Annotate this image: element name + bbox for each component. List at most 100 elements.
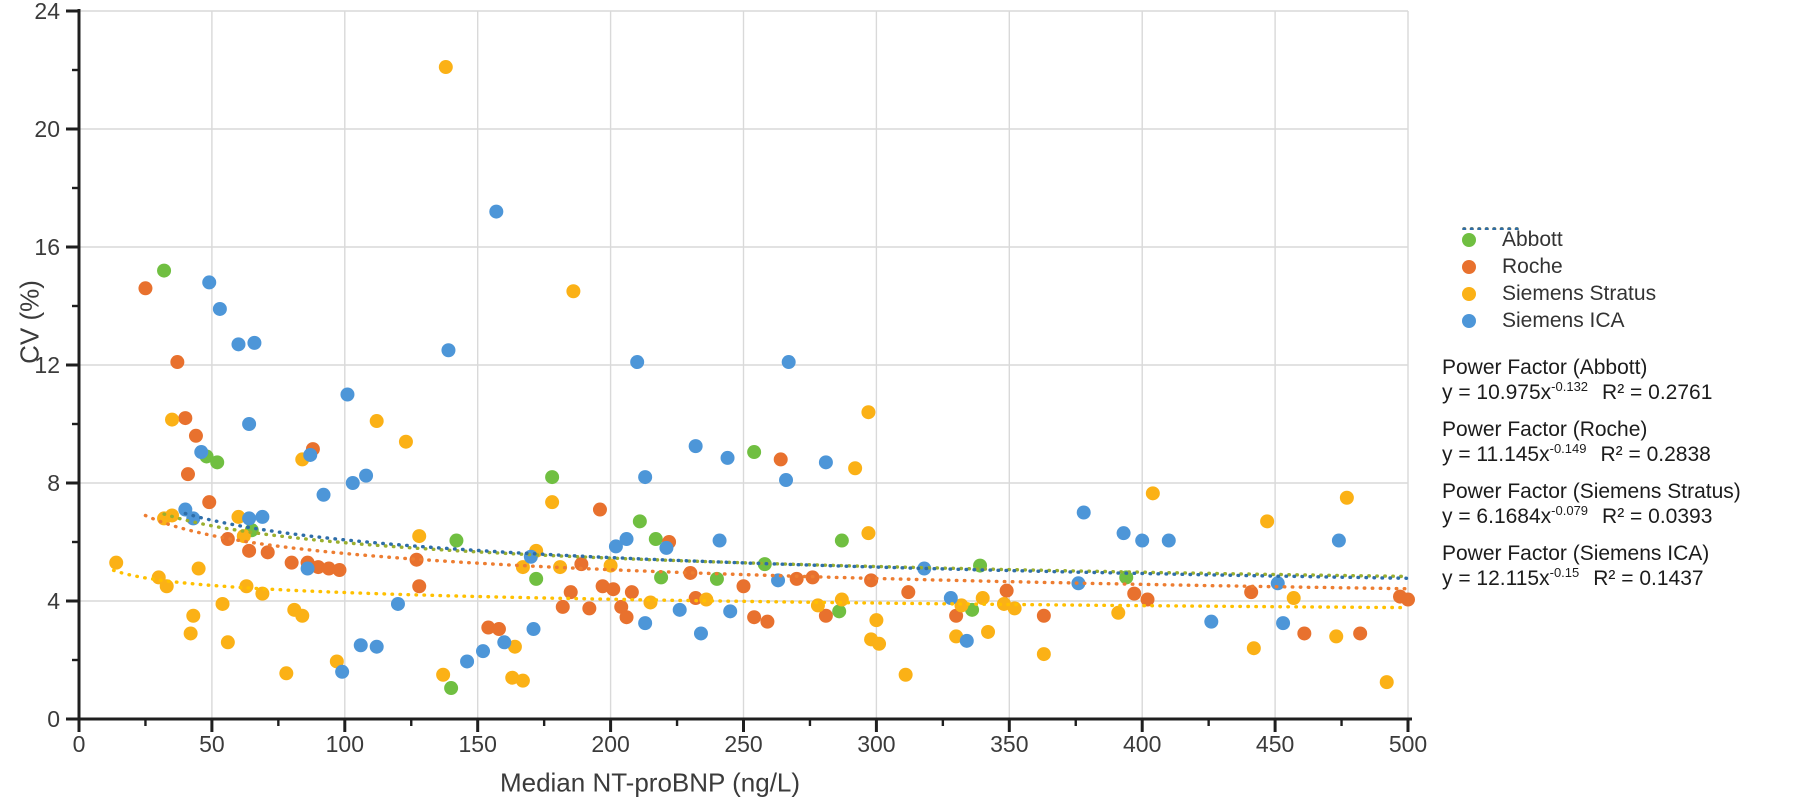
data-point-abbott [529,571,544,586]
data-point-siemens-ica [212,301,227,316]
legend-marker-circle [1462,286,1476,301]
data-point-roche [683,565,698,580]
data-point-siemens-ica [1276,616,1291,631]
data-point-roche [864,573,879,588]
data-point-siemens-stratus [186,608,201,623]
data-point-siemens-stratus [872,636,887,651]
data-point-roche [1244,585,1259,600]
equation-r-squared: R² = 0.1437 [1593,567,1704,590]
data-point-siemens-ica [242,511,257,526]
data-point-roche [412,579,427,594]
data-point-siemens-ica [247,335,262,350]
x-axis-title: Median NT-proBNP (ng/L) [499,767,801,798]
data-point-siemens-ica [723,604,738,619]
data-point-siemens-ica [693,626,708,641]
data-point-siemens-stratus [869,613,884,628]
legend-marker-circle [1462,313,1476,328]
data-point-roche [582,601,597,616]
data-point-siemens-ica [255,509,270,524]
y-tick-label: 24 [34,0,60,24]
legend-trend-block-roche: Power Factor (Roche) y = 11.145x-0.149 R² … [1442,227,1792,470]
data-point-siemens-stratus [1036,647,1051,662]
data-point-abbott [965,602,980,617]
x-tick-label: 400 [1123,731,1161,757]
data-point-siemens-stratus [949,629,964,644]
x-tick-label: 500 [1389,731,1427,757]
legend-series-label: Roche [1502,254,1563,278]
data-point-siemens-ica [1076,505,1091,520]
equation-exponent: -0.132 [1551,379,1589,394]
data-point-siemens-stratus [1246,641,1261,656]
data-point-siemens-ica [460,654,475,669]
data-point-siemens-stratus [861,405,876,420]
data-point-abbott [1119,570,1134,585]
data-point-roche [1353,626,1368,641]
data-point-roche [555,599,570,614]
data-point-roche [260,545,275,560]
legend-trend-block-siemens-ica: Power Factor (Siemens ICA) y = 12.115x-0.… [1442,227,1792,594]
data-point-abbott [210,455,225,470]
data-point-siemens-ica [608,539,623,554]
data-point-siemens-stratus [1145,486,1160,501]
data-point-roche [760,614,775,629]
data-point-siemens-ica [369,639,384,654]
legend-trend-name-row: Power Factor (Roche) [1442,227,1792,443]
data-point-roche [619,610,634,625]
equation-exponent: -0.149 [1549,441,1587,456]
data-point-siemens-stratus [699,592,714,607]
data-point-siemens-ica [1204,614,1219,629]
legend-series-label: Siemens ICA [1502,308,1625,332]
data-point-roche [949,608,964,623]
data-point-siemens-stratus [1329,629,1344,644]
data-point-roche [311,560,326,575]
data-point-siemens-stratus [215,596,230,611]
data-point-roche [999,583,1014,598]
data-point-siemens-ica [353,638,368,653]
data-point-siemens-stratus [848,461,863,476]
data-point-abbott [648,532,663,547]
legend-marker-circle [1462,259,1476,274]
x-tick-label: 50 [199,731,225,757]
y-tick-label: 20 [34,116,60,142]
data-point-siemens-stratus [109,555,124,570]
legend-trend-label: Power Factor (Roche) [1442,417,1648,441]
equation-r-squared: R² = 0.2761 [1602,381,1713,404]
data-point-siemens-stratus [236,529,251,544]
data-point-siemens-ica [688,439,703,454]
data-point-siemens-ica [340,387,355,402]
data-point-siemens-ica [476,644,491,659]
data-point-siemens-ica [659,540,674,555]
data-point-siemens-ica [959,633,974,648]
y-tick-label: 8 [47,470,60,496]
data-point-siemens-stratus [553,560,568,575]
data-point-siemens-ica [345,476,360,490]
data-point-roche [688,591,703,606]
data-point-siemens-stratus [231,509,246,524]
data-point-abbott [632,514,647,529]
legend: Abbott Roche Siemens Stratus Siemens ICA Pow… [1442,226,1792,602]
equation-prefix: y = 10.975x [1442,381,1552,404]
data-point-siemens-ica [497,635,512,650]
legend-item-siemens-stratus: Siemens Stratus [1462,280,1792,307]
data-point-abbott [449,533,464,548]
data-point-roche [818,608,833,623]
equation-exponent: -0.079 [1551,503,1589,518]
data-point-siemens-stratus [1286,591,1301,606]
legend-trend-name-row: Power Factor (Siemens Stratus) [1442,227,1792,505]
data-point-abbott [157,263,172,278]
data-point-siemens-stratus [1111,605,1126,620]
data-point-siemens-stratus [810,598,825,613]
data-point-roche [1127,586,1142,601]
legend-trend-label: Power Factor (Siemens Stratus) [1442,479,1741,503]
data-point-siemens-stratus [436,667,451,682]
data-point-abbott [832,604,847,619]
x-tick-label: 300 [857,731,895,757]
data-point-siemens-stratus [898,667,913,682]
x-tick-label: 450 [1256,731,1294,757]
data-point-siemens-stratus [834,592,849,607]
data-point-abbott [834,533,849,548]
data-point-roche [332,563,347,578]
data-point-siemens-ica [917,561,932,576]
data-point-roche [574,557,589,572]
